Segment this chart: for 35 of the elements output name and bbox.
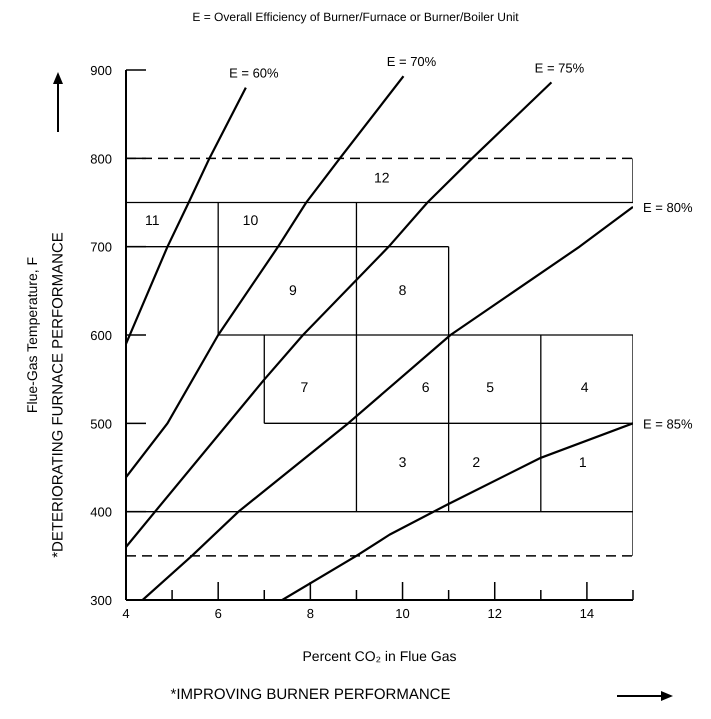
annotation: 4 (580, 379, 589, 396)
x-tick-label: 12 (487, 606, 502, 621)
x-tick-label: 8 (306, 606, 314, 621)
y-axis-title: Flue-Gas Temperature, F (24, 256, 40, 414)
annotation: 6 (422, 379, 430, 396)
x-tick-label: 6 (214, 606, 222, 621)
x-tick-label: 4 (122, 606, 130, 621)
annotation: 12 (374, 170, 390, 186)
annotation: 5 (486, 379, 494, 396)
text: *IMPROVING BURNER PERFORMANCE (169, 686, 452, 703)
annotation: 10 (242, 212, 258, 228)
x-axis-title: Percent CO₂ in Flue Gas (301, 648, 458, 664)
series-label: E = 85% (643, 416, 693, 432)
y-tick-label: 900 (90, 63, 112, 78)
text: *DETERIORATING FURNACE PERFORMANCE (50, 232, 66, 558)
x-tick-label: 10 (395, 606, 410, 621)
y-tick-label: 300 (90, 593, 112, 608)
annotation: 8 (398, 282, 407, 298)
y-tick-label: 600 (90, 328, 112, 343)
series-label: E = 70% (386, 54, 437, 70)
series-label: E = 80% (643, 200, 693, 215)
y-tick-label: 400 (90, 504, 112, 520)
annotation: 1 (578, 454, 587, 470)
annotation: 7 (300, 379, 308, 396)
chart-title: E = Overall Efficiency of Burner/Furnace or Burner/Boiler Unit (191, 10, 520, 24)
series-label: E = 60% (229, 66, 280, 81)
y-tick-label: 700 (90, 240, 112, 255)
y-tick-label: 500 (90, 416, 112, 432)
annotation: 9 (288, 282, 297, 298)
annotation: 3 (398, 454, 407, 470)
y-tick-label: 800 (90, 151, 112, 166)
x-tick-label: 14 (580, 606, 594, 621)
series-label: E = 75% (534, 60, 585, 76)
annotation: 2 (472, 454, 480, 470)
annotation: 11 (145, 212, 160, 228)
